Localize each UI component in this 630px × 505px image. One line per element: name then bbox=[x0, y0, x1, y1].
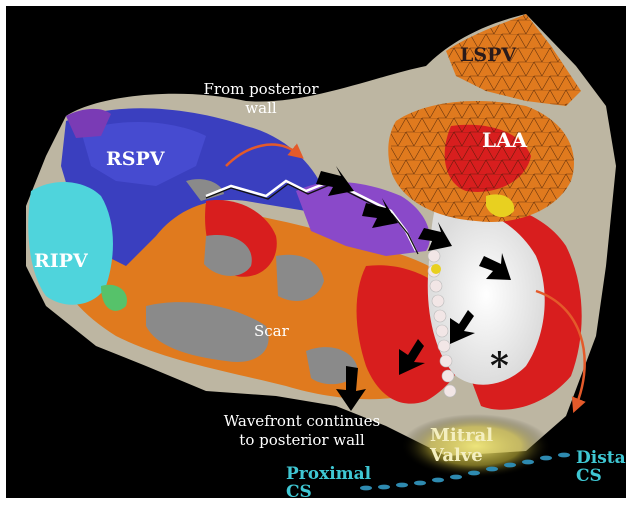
arrow-black-1 bbox=[316, 166, 354, 196]
propagation-arrows bbox=[316, 166, 511, 411]
annotation-wavefront-line1: Wavefront continues bbox=[223, 412, 381, 430]
annotation-from-posterior: From posterior wall bbox=[176, 80, 346, 118]
label-mitral-valve: Mitral Valve bbox=[430, 426, 493, 466]
scar-patch-3 bbox=[276, 254, 324, 301]
cyan-region bbox=[28, 181, 113, 305]
label-distal-line1: Distal bbox=[576, 448, 626, 468]
yellow-marker bbox=[431, 264, 441, 274]
green-patch bbox=[101, 284, 127, 311]
cs-catheter bbox=[360, 452, 570, 491]
electroanatomic-map bbox=[26, 14, 616, 491]
scar-patch-1 bbox=[204, 235, 252, 276]
annotation-from-posterior-line1: From posterior bbox=[203, 80, 319, 98]
label-rspv: RSPV bbox=[106, 148, 165, 170]
arrow-black-3 bbox=[418, 222, 452, 251]
annotation-wavefront: Wavefront continues to posterior wall bbox=[202, 412, 402, 450]
activation-map-image: LSPV LAA RSPV RIPV Scar * From posterior… bbox=[6, 6, 626, 498]
label-ripv: RIPV bbox=[34, 250, 88, 272]
arrow-black-5 bbox=[450, 310, 475, 344]
label-distal-line2: CS bbox=[576, 465, 602, 486]
label-asterisk: * bbox=[490, 345, 509, 387]
purple-region-2 bbox=[66, 108, 111, 138]
arrow-black-2 bbox=[362, 198, 398, 228]
scar-patch-5 bbox=[186, 179, 224, 201]
label-proximal-cs: Proximal CS bbox=[286, 464, 372, 498]
blue-region-2 bbox=[81, 121, 206, 186]
annotation-from-posterior-line2: wall bbox=[245, 98, 277, 117]
curved-arrow-posterior bbox=[225, 143, 304, 167]
arrow-black-7 bbox=[336, 366, 366, 411]
label-lspv: LSPV bbox=[460, 44, 517, 66]
lspv-mesh bbox=[446, 14, 581, 106]
mitral-glow bbox=[401, 414, 551, 478]
label-proximal-line1: Proximal bbox=[286, 464, 372, 484]
laa-yellow-patch bbox=[486, 194, 515, 218]
annotation-wavefront-line2: to posterior wall bbox=[239, 430, 365, 449]
label-mitral-line1: Mitral bbox=[430, 425, 494, 446]
black-line bbox=[205, 183, 419, 255]
label-laa: LAA bbox=[482, 128, 528, 152]
arrow-black-6 bbox=[399, 339, 425, 375]
label-proximal-line2: CS bbox=[286, 481, 312, 498]
curved-arrow-mitral bbox=[535, 289, 586, 413]
label-mitral-line2: Valve bbox=[430, 444, 483, 466]
label-distal-cs: Distal CS bbox=[576, 448, 626, 486]
scar-patch-4 bbox=[306, 347, 358, 385]
block-line bbox=[205, 179, 418, 252]
arrow-black-4 bbox=[479, 253, 511, 280]
scar-patch-2 bbox=[146, 302, 269, 362]
label-scar: Scar bbox=[254, 322, 289, 340]
ablation-line bbox=[427, 249, 457, 398]
purple-region bbox=[296, 181, 430, 256]
